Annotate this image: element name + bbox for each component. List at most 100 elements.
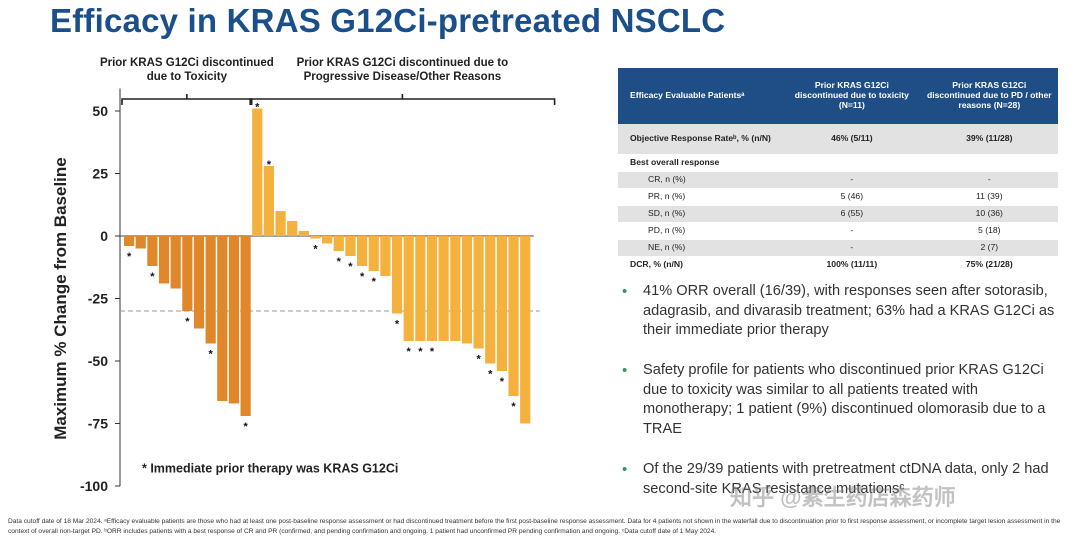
table-row: DCR, % (n/N) 100% (11/11) 75% (21/28) (618, 256, 1058, 274)
bar (182, 236, 193, 311)
group-label: due to Toxicity (147, 71, 228, 83)
efficacy-table: Efficacy Evaluable Patientsᵃ Prior KRAS … (618, 68, 1058, 274)
bar (415, 236, 426, 341)
table-cell: 6 (55) (783, 205, 921, 223)
group-bracket (249, 94, 556, 105)
bar (228, 236, 240, 404)
bar (508, 236, 519, 396)
bar (252, 108, 263, 236)
group-bracket (121, 94, 253, 105)
bar (333, 236, 344, 251)
bullet-text: Safety profile for patients who disconti… (643, 362, 1046, 438)
y-tick-label: 50 (92, 103, 108, 119)
bullet-item: • 41% ORR overall (16/39), with responses… (622, 282, 1062, 341)
y-tick-label: -25 (88, 291, 108, 307)
bar (298, 231, 309, 236)
table-header-cell: Efficacy Evaluable Patientsᵃ (618, 68, 784, 124)
y-tick-label: 0 (100, 228, 108, 244)
bar (426, 236, 438, 341)
table-cell (920, 154, 1058, 172)
asterisk-marker: * (372, 276, 377, 288)
table-cell: DCR, % (n/N) (618, 256, 784, 274)
table-header-cell: Prior KRAS G12Ci discontinued due to PD … (920, 68, 1058, 124)
asterisk-marker: * (511, 401, 516, 413)
asterisk-marker: * (313, 244, 318, 256)
table-cell: CR, n (%) (618, 171, 784, 189)
table-header-row: Efficacy Evaluable Patientsᵃ Prior KRAS … (618, 68, 1058, 124)
bar (287, 221, 298, 236)
bullet-dot-icon: • (622, 362, 628, 380)
table-cell: 100% (11/11) (783, 256, 921, 274)
table-cell: 11 (39) (920, 188, 1058, 206)
asterisk-marker: * (348, 261, 353, 273)
y-tick-label: -50 (88, 353, 108, 369)
table-cell: 2 (7) (920, 239, 1058, 257)
bar (124, 236, 135, 246)
footnote-text: Data cutoff date of 18 Mar 2024. ᵃEffica… (8, 518, 1061, 535)
asterisk-marker: * (430, 346, 435, 358)
table-row: PR, n (%) 5 (46) 11 (39) (618, 188, 1058, 206)
bar (438, 236, 449, 341)
asterisk-marker: * (127, 251, 132, 263)
asterisk-marker: * (476, 354, 481, 366)
asterisk-marker: * (209, 349, 214, 361)
table-cell: SD, n (%) (618, 205, 784, 223)
bar (485, 236, 496, 364)
table-row: SD, n (%) 6 (55) 10 (36) (618, 205, 1058, 223)
table-cell: - (783, 239, 921, 257)
group-label: Prior KRAS G12Ci discontinued due to (297, 57, 509, 69)
asterisk-marker: * (395, 319, 400, 331)
table-row: Objective Response Rateᵇ, % (n/N) 46% (5… (618, 124, 1058, 155)
table-cell: PR, n (%) (618, 188, 784, 206)
y-tick-label: -100 (80, 478, 108, 494)
asterisk-marker: * (488, 369, 493, 381)
y-tick-label: 25 (92, 166, 108, 182)
bar (135, 236, 146, 249)
asterisk-marker: * (407, 346, 412, 358)
bar (368, 236, 379, 271)
bar (496, 236, 507, 371)
table-cell: Objective Response Rateᵇ, % (n/N) (618, 124, 784, 155)
bar (205, 236, 216, 344)
bar (193, 236, 205, 329)
asterisk-marker: * (185, 316, 190, 328)
asterisk-marker: * (500, 376, 505, 388)
bar (275, 211, 286, 236)
table-cell: 10 (36) (920, 205, 1058, 223)
table-row: CR, n (%) - - (618, 171, 1058, 189)
bar (263, 166, 274, 236)
bar (473, 236, 484, 349)
legend-text: * Immediate prior therapy was KRAS G12Ci (142, 462, 398, 476)
table-cell: - (783, 222, 921, 240)
table-row: NE, n (%) - 2 (7) (618, 239, 1058, 257)
bar (217, 236, 228, 401)
table-cell: 5 (46) (783, 188, 921, 206)
bullet-list: • 41% ORR overall (16/39), with responses… (622, 282, 1062, 519)
table-header-cell: Prior KRAS G12Ci discontinued due to tox… (783, 68, 921, 124)
y-axis-title: Maximum % Change from Baseline (51, 157, 70, 439)
table-cell: 39% (11/28) (920, 124, 1058, 155)
group-label: Prior KRAS G12Ci discontinued (100, 57, 274, 69)
asterisk-marker: * (267, 159, 272, 171)
bar (345, 236, 356, 256)
bar (170, 236, 181, 289)
bar (450, 236, 461, 341)
bar (461, 236, 473, 344)
table-cell: 75% (21/28) (920, 256, 1058, 274)
page-title: Efficacy in KRAS G12Ci-pretreated NSCLC (50, 2, 726, 39)
table-cell: NE, n (%) (618, 239, 784, 257)
asterisk-marker: * (255, 102, 260, 114)
bar (403, 236, 414, 341)
bar (357, 236, 368, 266)
asterisk-marker: * (360, 271, 365, 283)
footnote: Data cutoff date of 18 Mar 2024. ᵃEffica… (8, 517, 1074, 536)
asterisk-marker: * (418, 346, 423, 358)
bar (147, 236, 158, 266)
table-cell: - (920, 171, 1058, 189)
table-cell (783, 154, 921, 172)
bar (240, 236, 251, 416)
table-row: Best overall response (618, 154, 1058, 172)
asterisk-marker: * (337, 256, 342, 268)
table-cell: Best overall response (618, 154, 784, 172)
bar (380, 236, 391, 276)
